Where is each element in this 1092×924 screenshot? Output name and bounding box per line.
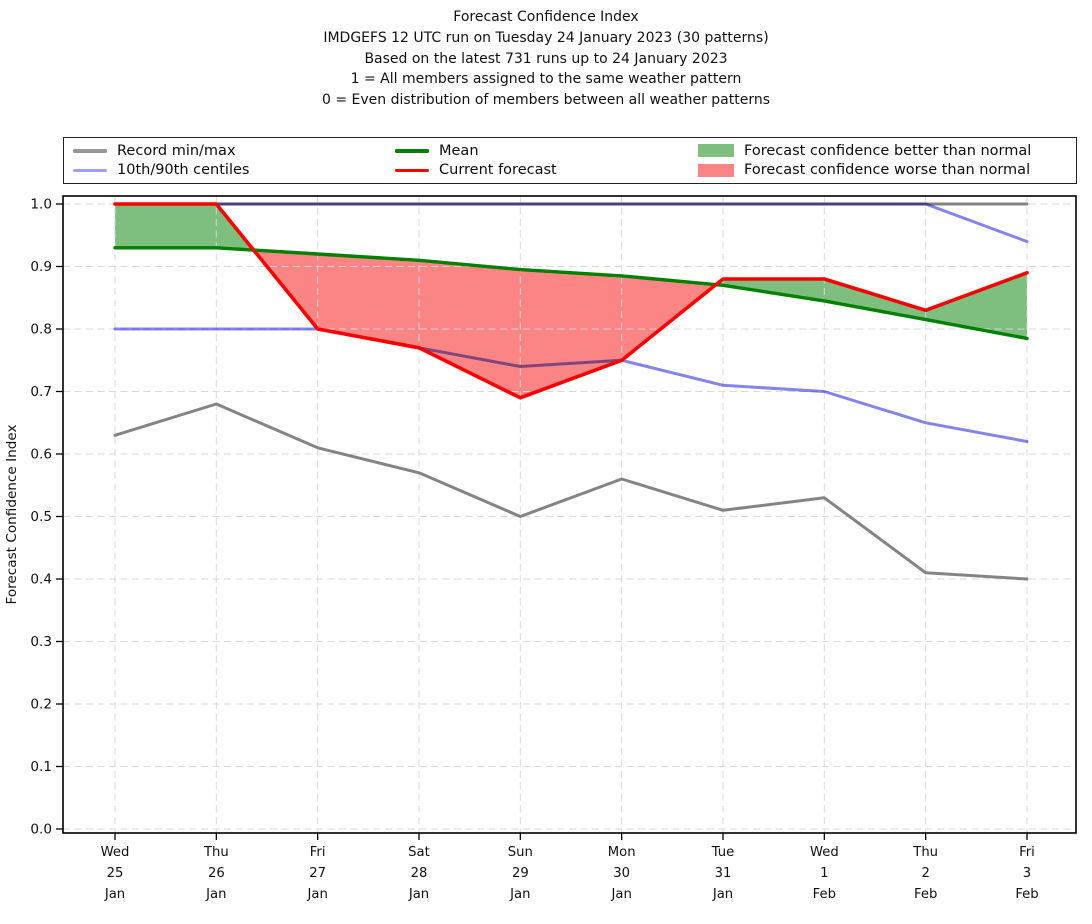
y-tick-label: 0.9: [30, 259, 52, 275]
x-tick-label: Thu: [912, 845, 938, 860]
x-tick-label: Sat: [408, 845, 430, 860]
legend-entry-mean: Mean: [395, 141, 698, 161]
legend-label: Record min/max: [117, 142, 236, 159]
x-tick-label: Mon: [608, 845, 636, 860]
x-tick-label: Jan: [104, 887, 125, 902]
x-tick-label: Feb: [813, 887, 836, 902]
series-record-min: [113, 402, 1029, 581]
legend-label: Forecast confidence worse than normal: [744, 162, 1031, 179]
legend-label: Forecast confidence better than normal: [744, 142, 1032, 159]
x-tick-label: Wed: [810, 845, 839, 860]
y-tick-label: 0.5: [30, 509, 52, 525]
x-tick-label: 25: [107, 866, 124, 881]
series-current-forecast: [113, 202, 1029, 400]
axes-frame: [62, 195, 1077, 834]
y-tick-label: 0.3: [30, 634, 52, 650]
x-tick-label: 28: [411, 866, 428, 881]
y-tick-label: 0.0: [30, 822, 52, 838]
series-mean: [113, 246, 1029, 341]
y-axis-label: Forecast Confidence Index: [4, 424, 20, 604]
y-tick-label: 0.8: [30, 322, 52, 338]
x-tick-label: Jan: [205, 887, 226, 902]
legend-entry-centiles: 10th/90th centiles: [73, 161, 395, 181]
x-tick-label: 29: [512, 866, 529, 881]
series-90th-centile: [113, 202, 1029, 243]
legend-label: 10th/90th centiles: [117, 162, 250, 179]
y-tick-label: 0.1: [30, 759, 52, 775]
legend-patch-swatch-worse: [698, 163, 734, 177]
y-tick-label: 0.2: [30, 697, 52, 713]
legend-label: Mean: [439, 142, 479, 159]
y-tick-label: 0.6: [30, 447, 52, 463]
x-tick-label: Feb: [1015, 887, 1038, 902]
forecast-confidence-plot: 0.0 0.1 0.2 0.3 0.4 0.5 0.6 0.7 0.8 0.9 1.0 Wed 25 Ja…: [4, 195, 1077, 902]
x-tick-labels: Wed 25 Jan Thu 26 Jan Fri 27 Jan Sat 28 Jan Sun 29 Jan…: [101, 845, 1039, 902]
x-tick-label: 30: [613, 866, 630, 881]
x-tick-label: 3: [1023, 866, 1031, 881]
x-tick-label: Fri: [310, 845, 326, 860]
x-tick-label: Sun: [508, 845, 533, 860]
fill-better-than-normal: [115, 204, 254, 251]
series-10th-centile: [113, 327, 1029, 443]
x-tick-label: Tue: [711, 845, 735, 860]
legend-label: Current forecast: [439, 162, 557, 179]
chart-title-block: Forecast Confidence Index IMDGEFS 12 UTC…: [0, 7, 1092, 111]
axis-ticks: [56, 203, 1028, 840]
y-tick-label: 0.4: [30, 572, 52, 588]
chart-title: Forecast Confidence Index: [453, 9, 639, 25]
legend-line-swatch-record-minmax: [73, 149, 107, 153]
legend-entry-current-forecast: Current forecast: [395, 161, 698, 181]
fill-better-than-normal: [716, 272, 1027, 339]
x-tick-label: Jan: [509, 887, 530, 902]
legend-entry-record-minmax: Record min/max: [73, 141, 395, 161]
x-tick-label: 1: [820, 866, 828, 881]
x-tick-label: Wed: [101, 845, 130, 860]
y-tick-label: 0.7: [30, 384, 52, 400]
x-tick-label: Fri: [1019, 845, 1035, 860]
x-tick-label: Feb: [914, 887, 937, 902]
legend-line-swatch-centiles: [73, 168, 107, 172]
x-tick-label: Jan: [408, 887, 429, 902]
legend-entry-worse-than-normal: Forecast confidence worse than normal: [698, 161, 1070, 181]
y-tick-labels: 0.0 0.1 0.2 0.3 0.4 0.5 0.6 0.7 0.8 0.9 1.0: [30, 197, 52, 838]
x-tick-label: Thu: [203, 845, 229, 860]
x-tick-label: Jan: [610, 887, 631, 902]
chart-subtitle-basis: Based on the latest 731 runs up to 24 Ja…: [364, 50, 728, 67]
chart-subtitle-run: IMDGEFS 12 UTC run on Tuesday 24 January…: [323, 29, 769, 46]
y-tick-label: 1.0: [30, 197, 52, 213]
legend-line-swatch-mean: [395, 149, 429, 153]
chart-subtitle-scale-1: 1 = All members assigned to the same wea…: [350, 71, 742, 88]
gridlines: [63, 196, 1076, 833]
x-tick-label: 26: [208, 866, 225, 881]
x-tick-label: 31: [715, 866, 732, 881]
fill-worse-than-normal: [253, 250, 716, 398]
legend-patch-swatch-better: [698, 144, 734, 158]
x-tick-label: Jan: [306, 887, 327, 902]
x-tick-label: 27: [309, 866, 326, 881]
legend-entry-better-than-normal: Forecast confidence better than normal: [698, 141, 1070, 161]
x-tick-label: Jan: [712, 887, 733, 902]
x-tick-label: 2: [921, 866, 929, 881]
legend: Record min/max 10th/90th centiles Mean C…: [63, 137, 1077, 184]
chart-subtitle-scale-0: 0 = Even distribution of members between…: [321, 92, 771, 109]
legend-line-swatch-current-forecast: [395, 168, 429, 172]
